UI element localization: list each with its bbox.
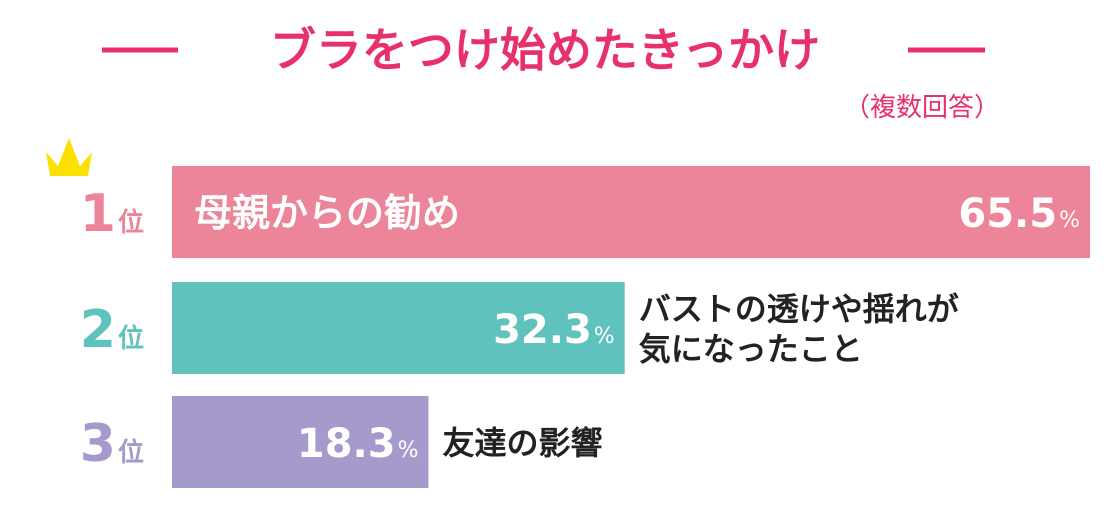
value-label: 18.3% bbox=[297, 421, 419, 467]
bar bbox=[172, 282, 625, 374]
value-unit: % bbox=[398, 438, 419, 463]
bar bbox=[172, 166, 1090, 258]
value-number: 32.3 bbox=[493, 307, 592, 353]
category-label: バストの透けや揺れが気になったこと bbox=[639, 290, 959, 368]
rank-number: 3 bbox=[80, 414, 116, 474]
crown-icon bbox=[46, 138, 92, 176]
value-unit: % bbox=[594, 324, 615, 349]
rank-label: 1位 bbox=[80, 184, 144, 244]
value-number: 18.3 bbox=[297, 421, 396, 467]
rank-suffix: 位 bbox=[118, 437, 144, 468]
rank-label: 3位 bbox=[80, 414, 144, 474]
rank-number: 2 bbox=[80, 300, 116, 360]
category-label: 友達の影響 bbox=[442, 424, 602, 462]
rank-number: 1 bbox=[80, 184, 116, 244]
category-label-line: 気になったこと bbox=[639, 330, 863, 368]
rank-suffix: 位 bbox=[118, 323, 144, 354]
value-label: 32.3% bbox=[493, 307, 615, 353]
value-label: 65.5% bbox=[958, 191, 1080, 237]
value-number: 65.5 bbox=[958, 191, 1057, 237]
category-label-line: 友達の影響 bbox=[442, 424, 602, 462]
rank-label: 2位 bbox=[80, 300, 144, 360]
chart-title-group: ブラをつけ始めたきっかけ （複数回答） bbox=[102, 23, 1000, 123]
value-unit: % bbox=[1059, 208, 1080, 233]
chart-subtitle: （複数回答） bbox=[844, 93, 1000, 123]
chart-title: ブラをつけ始めたきっかけ bbox=[270, 23, 820, 77]
rank-suffix: 位 bbox=[118, 207, 144, 238]
bar bbox=[172, 396, 429, 488]
category-label: 母親からの勧め bbox=[194, 191, 460, 235]
category-label-line: バストの透けや揺れが bbox=[639, 290, 959, 328]
